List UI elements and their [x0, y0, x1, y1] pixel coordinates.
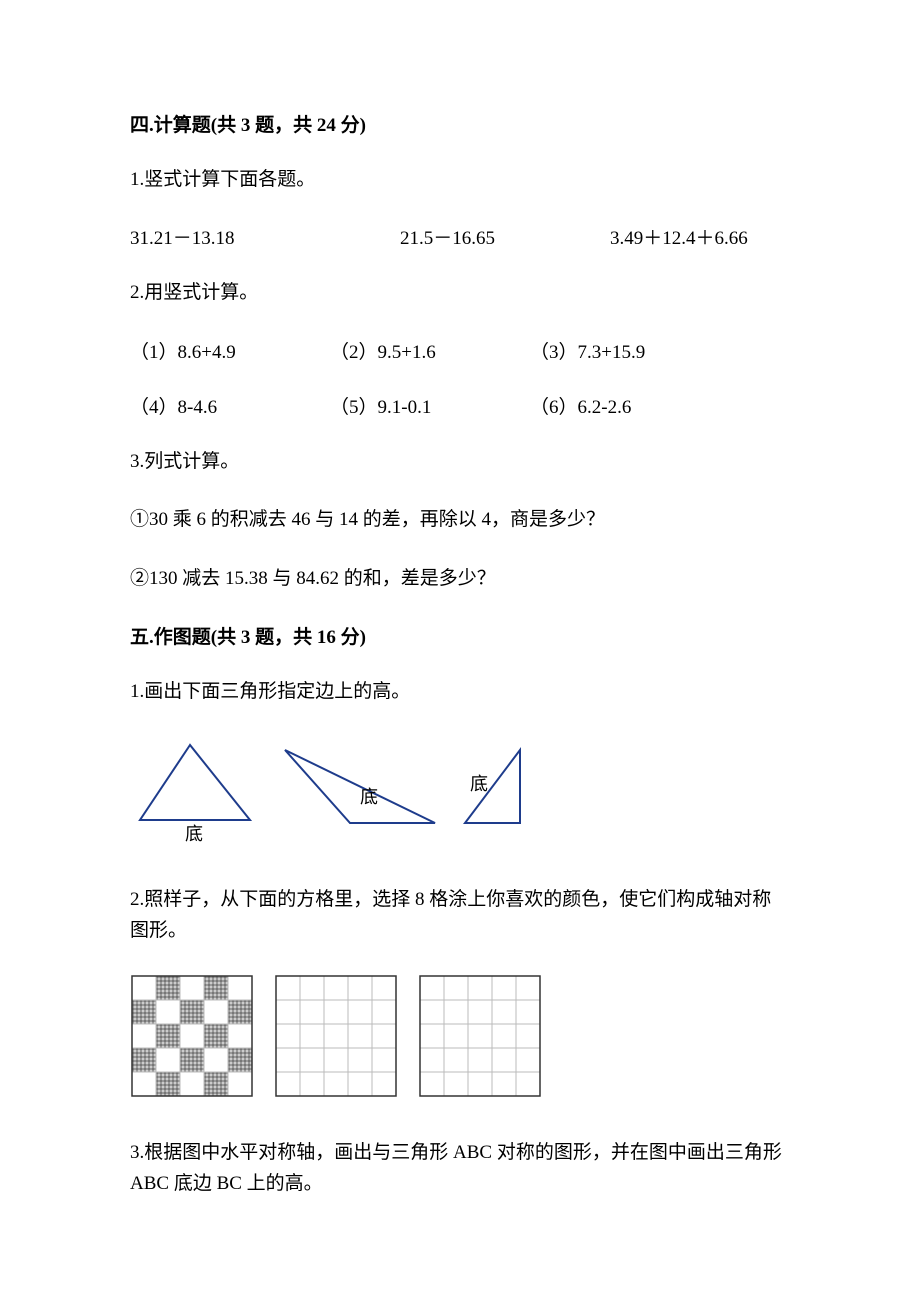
- grid-3-icon: [418, 974, 542, 1098]
- q5-1-text: 1.画出下面三角形指定边上的高。: [130, 677, 790, 707]
- q4-1-item-2: 21.5－16.65: [400, 223, 610, 250]
- section-5-header: 五.作图题(共 3 题，共 16 分): [130, 622, 790, 649]
- q4-2-row2: （4）8-4.6 （5）9.1-0.1 （6）6.2-2.6: [130, 392, 790, 419]
- section-4-header: 四.计算题(共 3 题，共 24 分): [130, 110, 790, 137]
- q4-2-text: 2.用竖式计算。: [130, 278, 790, 308]
- q4-2-item-6: （6）6.2-2.6: [530, 392, 730, 419]
- q5-2-text: 2.照样子，从下面的方格里，选择 8 格涂上你喜欢的颜色，使它们构成轴对称图形。: [130, 885, 790, 946]
- triangle-3-icon: 底: [460, 745, 535, 845]
- grid-1-icon: [130, 974, 254, 1098]
- q4-2-item-1: （1）8.6+4.9: [130, 337, 330, 364]
- triangle-2-icon: 底: [280, 745, 440, 845]
- q5-3-text: 3.根据图中水平对称轴，画出与三角形 ABC 对称的图形，并在图中画出三角形AB…: [130, 1138, 790, 1199]
- q4-3-text: 3.列式计算。: [130, 447, 790, 477]
- q4-1-items: 31.21－13.18 21.5－16.65 3.49＋12.4＋6.66: [130, 223, 790, 250]
- q4-1-text: 1.竖式计算下面各题。: [130, 165, 790, 195]
- grids-figure: [130, 974, 790, 1098]
- q4-1-item-1: 31.21－13.18: [130, 223, 400, 250]
- q4-2-item-4: （4）8-4.6: [130, 392, 330, 419]
- q4-2-item-2: （2）9.5+1.6: [330, 337, 530, 364]
- svg-text:底: 底: [470, 774, 488, 794]
- q4-1-item-3: 3.49＋12.4＋6.66: [610, 223, 748, 250]
- q4-2-item-3: （3）7.3+15.9: [530, 337, 730, 364]
- triangles-figure: 底 底 底: [130, 735, 790, 845]
- svg-text:底: 底: [185, 824, 203, 844]
- q4-3-sub2: ②130 减去 15.38 与 84.62 的和，差是多少？: [130, 564, 790, 594]
- grid-2-icon: [274, 974, 398, 1098]
- svg-text:底: 底: [360, 787, 378, 807]
- q4-2-row1: （1）8.6+4.9 （2）9.5+1.6 （3）7.3+15.9: [130, 337, 790, 364]
- q4-3-sub1: ①30 乘 6 的积减去 46 与 14 的差，再除以 4，商是多少？: [130, 505, 790, 535]
- triangle-1-icon: 底: [130, 735, 260, 845]
- q4-2-item-5: （5）9.1-0.1: [330, 392, 530, 419]
